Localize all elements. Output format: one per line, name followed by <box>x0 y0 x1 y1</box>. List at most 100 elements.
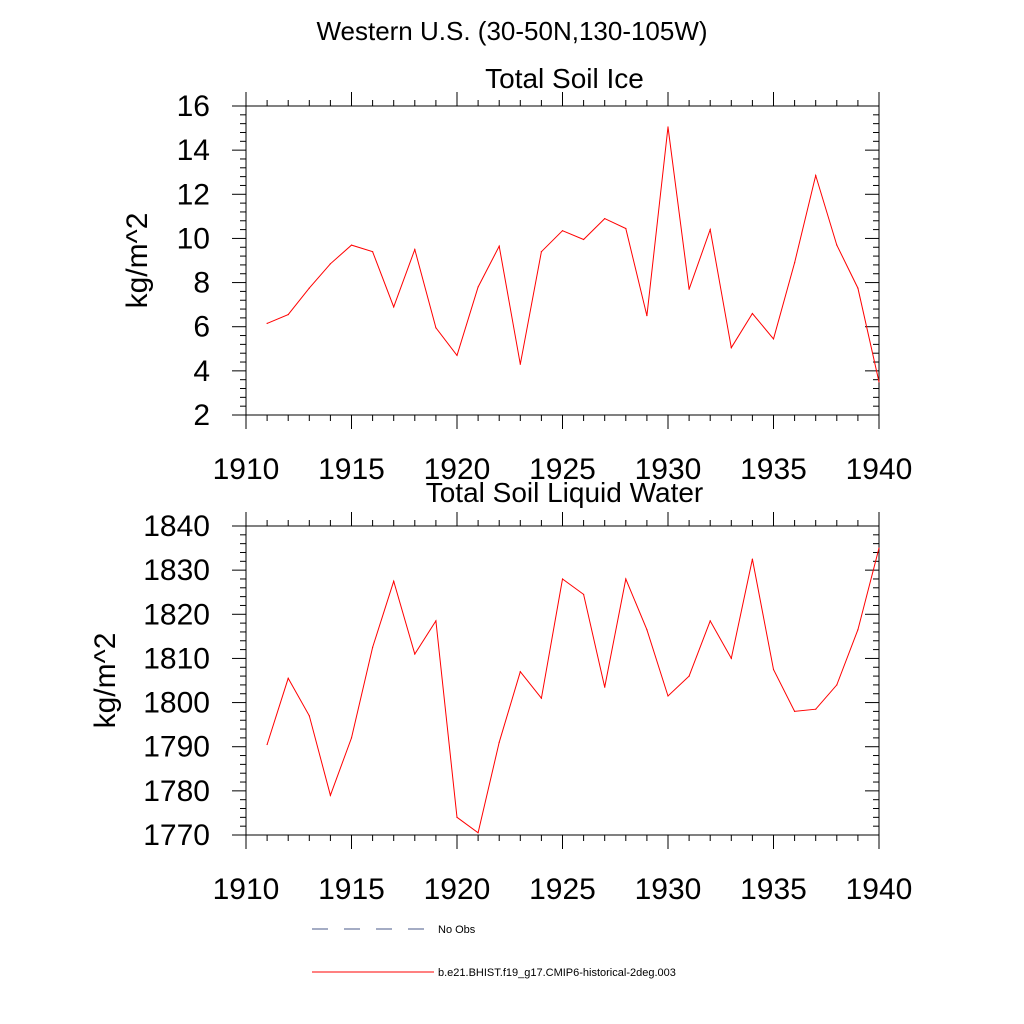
panel-title: Total Soil Liquid Water <box>426 477 704 508</box>
y-tick-label: 1790 <box>143 731 210 764</box>
data-point <box>561 578 564 580</box>
legend-label: No Obs <box>438 924 476 936</box>
data-point <box>519 671 521 673</box>
data-point <box>815 708 817 710</box>
y-tick-label: 1820 <box>143 598 210 631</box>
data-point <box>498 245 500 247</box>
x-tick-label: 1920 <box>424 453 491 486</box>
data-point <box>287 313 289 316</box>
y-tick-label: 8 <box>193 267 210 300</box>
data-point <box>456 816 458 818</box>
panel-total-soil-liquid-water: Total Soil Liquid Water kg/m^2 1910 1915 192… <box>89 477 912 906</box>
data-point <box>625 227 627 230</box>
y-axis-label: kg/m^2 <box>121 213 154 309</box>
data-point <box>857 287 859 289</box>
x-tick-label: 1920 <box>424 873 491 906</box>
data-point <box>878 381 880 383</box>
data-point <box>751 312 754 315</box>
x-tick-label: 1930 <box>635 873 702 906</box>
x-tick-label: 1930 <box>635 453 702 486</box>
x-tick-label: 1910 <box>213 453 280 486</box>
y-tick-label: 4 <box>193 355 210 388</box>
data-point <box>646 629 648 631</box>
data-point <box>561 230 564 232</box>
data-point <box>688 675 690 677</box>
data-point <box>393 580 395 582</box>
legend-label: b.e21.BHIST.f19_g17.CMIP6-historical-2de… <box>438 967 676 979</box>
x-tick-label: 1910 <box>213 873 280 906</box>
y-tick-label: 6 <box>193 311 210 344</box>
x-tick-label: 1935 <box>740 453 807 486</box>
data-point <box>625 578 627 580</box>
data-point <box>350 244 353 246</box>
figure-title: Western U.S. (30-50N,130-105W) <box>316 16 708 46</box>
y-tick-label: 1780 <box>143 775 210 808</box>
x-tick-label: 1915 <box>318 453 385 486</box>
data-point <box>540 251 543 253</box>
data-point <box>794 710 796 713</box>
data-point <box>477 832 479 834</box>
data-point <box>435 327 437 329</box>
data-point <box>414 653 416 655</box>
series-line <box>266 547 880 834</box>
y-tick-label: 1810 <box>143 642 210 675</box>
data-point <box>540 697 543 699</box>
data-point <box>857 629 859 631</box>
data-point <box>836 244 838 246</box>
data-point <box>772 338 775 340</box>
data-point <box>519 363 521 365</box>
y-tick-label: 1800 <box>143 687 210 720</box>
data-point <box>266 743 268 746</box>
data-point <box>794 262 796 264</box>
data-point <box>815 174 817 177</box>
data-point <box>667 695 669 697</box>
data-point <box>751 558 754 560</box>
y-tick-label: 16 <box>177 90 210 123</box>
data-point <box>287 677 289 679</box>
data-point <box>456 354 458 357</box>
data-point <box>308 715 310 717</box>
x-tick-label: 1925 <box>529 873 596 906</box>
data-point <box>477 286 479 288</box>
y-tick-label: 14 <box>177 134 210 167</box>
data-point <box>836 684 838 686</box>
plot-frame <box>245 105 880 416</box>
y-tick-label: 10 <box>177 222 210 255</box>
x-tick-label: 1940 <box>846 453 913 486</box>
panel-total-soil-ice: Total Soil Ice kg/m^2 1910 1915 1920 1925 1930… <box>121 63 912 486</box>
data-point <box>730 657 732 660</box>
y-tick-label: 1830 <box>143 554 210 587</box>
data-point <box>730 347 732 349</box>
data-point <box>414 248 416 251</box>
data-point <box>709 620 711 622</box>
data-point <box>604 686 606 688</box>
panel-title: Total Soil Ice <box>485 63 644 94</box>
data-point <box>772 668 775 671</box>
data-point <box>688 288 690 290</box>
data-point <box>667 126 669 128</box>
data-point <box>709 229 711 231</box>
data-point <box>393 306 395 308</box>
y-tick-label: 1770 <box>143 819 210 852</box>
y-tick-label: 1840 <box>143 510 210 543</box>
x-tick-label: 1915 <box>318 873 385 906</box>
series-line <box>266 126 880 383</box>
y-tick-label: 2 <box>193 399 210 432</box>
data-point <box>604 217 606 220</box>
y-tick-label: 12 <box>177 178 210 211</box>
data-point <box>329 794 331 796</box>
legend: No Obs b.e21.BHIST.f19_g17.CMIP6-historic… <box>312 924 676 979</box>
plot-frame <box>245 525 880 836</box>
x-tick-label: 1940 <box>846 873 913 906</box>
data-point <box>372 646 374 648</box>
data-point <box>583 593 585 596</box>
y-axis-label: kg/m^2 <box>89 633 122 729</box>
x-tick-label: 1925 <box>529 453 596 486</box>
data-point <box>350 737 353 739</box>
data-point <box>583 238 585 241</box>
data-point <box>372 251 374 253</box>
data-point <box>646 315 648 317</box>
x-tick-label: 1935 <box>740 873 807 906</box>
data-point <box>266 322 268 325</box>
data-point <box>329 263 331 265</box>
